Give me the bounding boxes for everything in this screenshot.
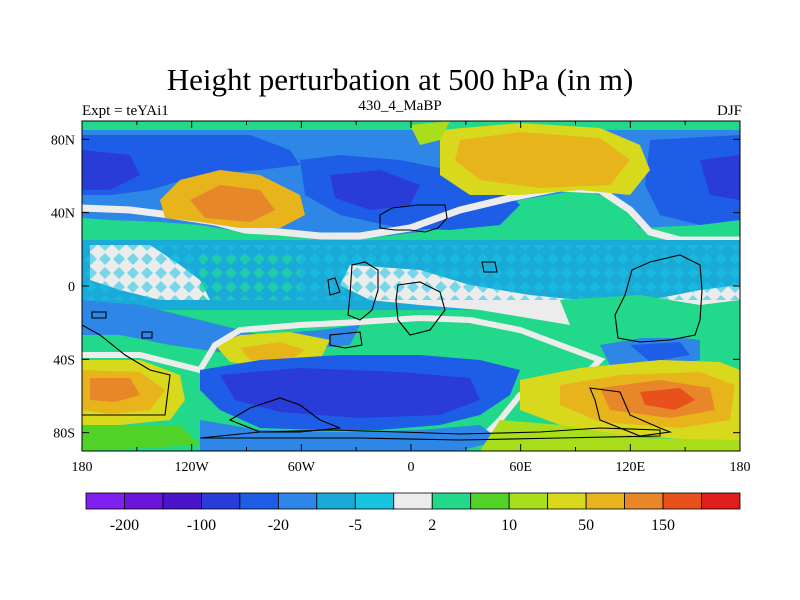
north-atlantic-core <box>330 170 420 210</box>
south-indian-high-core <box>640 388 695 410</box>
colorbar-box <box>124 492 164 510</box>
west-pacific-island-outline <box>141 331 153 339</box>
colorbar-label: -100 <box>187 517 216 534</box>
north-deep-low-west <box>82 135 300 195</box>
southern-ocean-low-core <box>220 368 480 418</box>
south-america-outline <box>228 397 341 433</box>
east-continent-outline <box>614 254 703 343</box>
colorbar-box <box>508 492 549 510</box>
africa-outline <box>347 261 379 321</box>
colorbar-box <box>470 492 510 510</box>
plot-title: Height perturbation at 500 hPa (in m) <box>166 62 634 97</box>
lon-tick-label: 120E <box>616 460 646 475</box>
north-deep-low-west-core <box>82 150 140 190</box>
south-west-green <box>82 425 200 451</box>
colorbar-label: 10 <box>501 517 517 534</box>
south-pacific-high-inner <box>90 378 140 402</box>
greenland-outline <box>379 204 448 233</box>
time-label: 430_4_MaBP <box>358 98 442 114</box>
colorbar-box <box>239 492 279 510</box>
north-right-low <box>645 135 740 225</box>
colorbar-label: -200 <box>110 517 139 534</box>
colorbar-box <box>316 492 356 510</box>
north-right-low-core <box>700 155 740 200</box>
contour-field <box>82 121 740 451</box>
colorbar: -200 -100 -20 -5 2 10 50 150 <box>85 492 741 534</box>
central-landmass-outline <box>327 277 341 296</box>
colorbar-label: -5 <box>349 517 362 534</box>
lat-tick-label: 40N <box>51 207 75 222</box>
tropical-stipple <box>82 245 740 300</box>
north-pacific-high-core <box>190 185 275 222</box>
lat-tick-label: 0 <box>68 280 75 295</box>
east-archipelago-outline <box>589 387 673 437</box>
subtropical-south-high-core <box>240 342 305 360</box>
colorbar-box <box>393 492 433 510</box>
colorbar-label: 50 <box>578 517 594 534</box>
lon-tick-label: 60E <box>509 460 532 475</box>
season-label: DJF <box>716 103 742 119</box>
coastlines <box>82 204 703 441</box>
central-isthmus-outline <box>329 331 363 349</box>
east-tropical-green <box>560 295 740 338</box>
west-coast-outline <box>91 311 107 319</box>
axes: 180 120W 60W 0 60E 120E 180 80N 40N 0 40S 80S <box>51 121 751 475</box>
lon-tick-label: 0 <box>408 460 415 475</box>
colorbar-label: 150 <box>651 517 675 534</box>
eurasian-high-core <box>455 132 630 188</box>
tropical-green-stipple <box>200 255 300 300</box>
india-outline <box>481 261 498 273</box>
lat-tick-label: 40S <box>53 353 75 368</box>
colorbar-box <box>701 492 741 510</box>
colorbar-label: -20 <box>268 517 289 534</box>
colorbar-box <box>624 492 664 510</box>
experiment-label: Expt = teYAi1 <box>82 103 169 119</box>
colorbar-box <box>277 492 318 510</box>
lon-tick-label: 60W <box>288 460 316 475</box>
colorbar-box <box>354 492 395 510</box>
colorbar-box <box>585 492 625 510</box>
lat-tick-label: 80S <box>53 427 75 442</box>
colorbar-box <box>201 492 241 510</box>
south-east-trough-core <box>630 342 690 362</box>
arabia-outline <box>395 281 446 336</box>
lon-tick-label: 180 <box>72 460 93 475</box>
colorbar-box <box>85 492 125 510</box>
north-positive-rim <box>410 121 450 145</box>
lon-tick-label: 120W <box>175 460 210 475</box>
colorbar-label: 2 <box>428 517 436 534</box>
south-pacific-island-outline <box>82 324 171 416</box>
lat-tick-label: 80N <box>51 133 75 148</box>
south-east-green <box>480 420 740 451</box>
southern-ocean-rim <box>200 420 500 451</box>
antarctica-outline <box>199 427 661 441</box>
colorbar-box <box>662 492 702 510</box>
colorbar-box <box>547 492 587 510</box>
colorbar-box <box>162 492 202 510</box>
colorbar-box <box>431 492 472 510</box>
lon-tick-label: 180 <box>730 460 751 475</box>
